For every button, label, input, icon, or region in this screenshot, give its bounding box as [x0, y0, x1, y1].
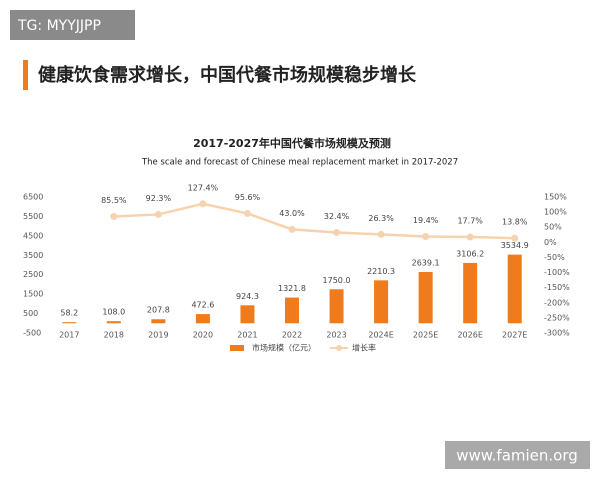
x-tick-label: 2027E — [502, 331, 527, 340]
y2-tick-label: 0% — [544, 238, 557, 247]
x-tick-label: 2024E — [368, 331, 393, 340]
y2-tick-label: 50% — [544, 223, 562, 232]
x-tick-label: 2018 — [104, 331, 124, 340]
bar-label: 108.0 — [102, 308, 125, 317]
bar-label: 3534.9 — [501, 241, 529, 250]
y-tick-label: 2500 — [23, 270, 43, 279]
bar — [329, 289, 344, 324]
growth-point — [110, 212, 118, 220]
x-tick-label: 2021 — [237, 331, 257, 340]
growth-label: 17.7% — [457, 216, 483, 225]
tag-box — [10, 10, 135, 40]
growth-label: 13.8% — [502, 218, 528, 227]
y-tick-label: 5500 — [23, 212, 43, 221]
growth-point — [199, 200, 207, 208]
x-tick-label: 2023 — [326, 331, 346, 340]
bar-label: 207.8 — [147, 306, 170, 315]
watermark: www.famien.org — [456, 447, 578, 465]
growth-label: 43.0% — [279, 209, 305, 218]
y-tick-label: -500 — [23, 329, 41, 338]
watermark-box — [445, 441, 590, 469]
bar — [195, 314, 210, 324]
growth-label: 26.3% — [368, 214, 394, 223]
bar — [418, 272, 433, 324]
y2-tick-label: -200% — [544, 298, 570, 307]
y-tick-label: 6500 — [23, 193, 43, 202]
legend-swatch — [230, 345, 244, 351]
growth-point — [243, 209, 251, 217]
growth-point — [154, 210, 162, 218]
x-tick-label: 2026E — [457, 331, 482, 340]
y2-tick-label: -100% — [544, 268, 570, 277]
x-tick-label: 2020 — [193, 331, 213, 340]
chart-subtitle: The scale and forecast of Chinese meal r… — [141, 158, 458, 168]
headline-bar — [23, 60, 28, 90]
y2-tick-label: -300% — [544, 329, 570, 338]
growth-label: 127.4% — [188, 183, 219, 192]
growth-point — [377, 230, 385, 238]
tag: TG: MYYJJPP — [17, 18, 101, 34]
growth-line — [113, 202, 515, 240]
y2-tick-label: -250% — [544, 313, 570, 322]
x-tick-label: 2022 — [282, 331, 302, 340]
growth-label: 32.4% — [324, 212, 350, 221]
bar — [374, 280, 389, 324]
y2-tick-label: -50% — [544, 253, 565, 262]
x-tick-label: 2025E — [413, 331, 438, 340]
growth-label: 85.5% — [101, 196, 127, 205]
y-tick-label: 500 — [23, 309, 38, 318]
y2-tick-label: -150% — [544, 283, 570, 292]
bar — [240, 305, 255, 324]
headline: 健康饮食需求增长，中国代餐市场规模稳步增长 — [38, 64, 417, 86]
bar-label: 1321.8 — [278, 284, 306, 293]
legend-label: 市场规模（亿元） — [252, 343, 316, 353]
growth-label: 19.4% — [413, 216, 439, 225]
y-tick-label: 4500 — [23, 231, 43, 240]
bar — [151, 319, 166, 324]
bar — [507, 254, 522, 324]
x-tick-label: 2019 — [148, 331, 168, 340]
y2-tick-label: 100% — [544, 208, 567, 217]
growth-point — [288, 225, 296, 233]
legend-dot — [336, 345, 342, 351]
growth-point — [422, 232, 430, 240]
growth-point — [333, 229, 341, 237]
growth-label: 95.6% — [235, 193, 261, 202]
bar-label: 924.3 — [236, 292, 259, 301]
y2-tick-label: 150% — [544, 193, 567, 202]
y-tick-label: 1500 — [23, 290, 43, 299]
bar-label: 58.2 — [60, 309, 78, 318]
bar — [463, 262, 478, 324]
bar — [106, 321, 121, 324]
growth-point — [466, 233, 474, 241]
chart-title: 2017-2027年中国代餐市场规模及预测 — [193, 136, 391, 150]
y-tick-label: 3500 — [23, 251, 43, 260]
growth-point — [511, 234, 519, 242]
bar — [62, 322, 77, 324]
growth-label: 92.3% — [146, 194, 172, 203]
bar-label: 1750.0 — [323, 276, 351, 285]
bar-label: 2210.3 — [367, 267, 395, 276]
legend-label: 增长率 — [352, 343, 376, 353]
bar-label: 2639.1 — [412, 259, 440, 268]
x-tick-label: 2017 — [59, 331, 79, 340]
bar-label: 3106.2 — [456, 249, 484, 258]
bar — [285, 297, 299, 324]
bar-label: 472.6 — [191, 301, 214, 310]
